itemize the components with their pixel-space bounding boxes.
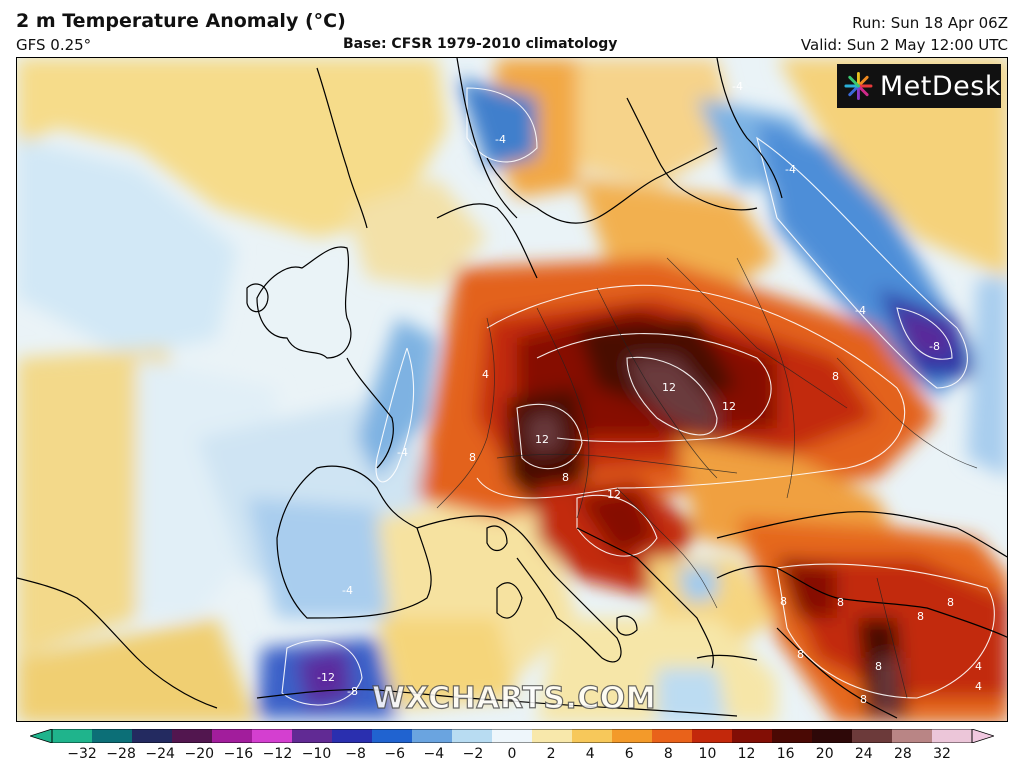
colorbar-segment xyxy=(52,729,93,743)
colorbar-segment xyxy=(492,729,533,743)
colorbar-tick-label: 0 xyxy=(507,746,517,762)
colorbar-segment xyxy=(452,729,493,743)
colorbar xyxy=(30,729,994,743)
map-canvas: -4 -4 -4 -4 -4 -4 -8 4 4 8 8 8 8 8 8 8 8… xyxy=(17,58,1007,721)
colorbar-tick-label: 20 xyxy=(815,746,834,762)
colorbar-segment xyxy=(212,729,253,743)
colorbar-tick-label: 32 xyxy=(933,746,951,762)
colorbar-tick-label: 10 xyxy=(698,746,717,762)
colorbar-tick-label: −20 xyxy=(184,746,215,762)
colorbar-max-arrow xyxy=(971,729,994,743)
colorbar-tick-label: −4 xyxy=(423,746,445,762)
colorbar-min-arrow xyxy=(30,729,53,743)
colorbar-tick-label: 28 xyxy=(893,746,912,762)
colorbar-segment xyxy=(732,729,773,743)
borders xyxy=(436,257,978,699)
colorbar-tick-label: −24 xyxy=(145,746,175,762)
colorbar-tick-label: −16 xyxy=(223,746,254,762)
contour-label: 12 xyxy=(607,488,621,501)
colorbar-tick-label: 8 xyxy=(663,746,673,762)
colorbar-segment xyxy=(172,729,213,743)
contour-lines xyxy=(281,87,995,706)
colorbar-tick-label: 16 xyxy=(776,746,795,762)
colorbar-tick-label: 4 xyxy=(585,746,595,762)
contour-label: 8 xyxy=(832,370,839,383)
colorbar-segment xyxy=(532,729,573,743)
contour-label: 8 xyxy=(875,660,882,673)
contour-label: 8 xyxy=(917,610,924,623)
colorbar-segment xyxy=(692,729,733,743)
colorbar-tick-label: −8 xyxy=(345,746,366,762)
chart-title: 2 m Temperature Anomaly (°C) xyxy=(16,10,346,32)
colorbar-tick-label: −6 xyxy=(384,746,406,762)
colorbar-segment xyxy=(812,729,853,743)
model-label: GFS 0.25° xyxy=(16,36,92,54)
colorbar-segment xyxy=(772,729,813,743)
colorbar-tick-label: 12 xyxy=(737,746,756,762)
colorbar-segment xyxy=(372,729,413,743)
contour-label: 8 xyxy=(780,595,787,608)
colorbar-segment xyxy=(652,729,693,743)
contour-label: 4 xyxy=(482,368,489,381)
colorbar-segments xyxy=(52,729,973,743)
contour-label: -4 xyxy=(732,80,743,93)
colorbar-outline xyxy=(51,729,973,743)
contour-label: -4 xyxy=(342,584,353,597)
contour-label: 4 xyxy=(975,660,982,673)
contour-label: 8 xyxy=(562,471,569,484)
contour-label: 8 xyxy=(469,451,476,464)
colorbar-segment xyxy=(852,729,893,743)
colorbar-segment xyxy=(612,729,653,743)
colorbar-segment xyxy=(932,729,973,743)
anomaly-map[interactable]: -4 -4 -4 -4 -4 -4 -8 4 4 8 8 8 8 8 8 8 8… xyxy=(16,57,1008,722)
contour-label: -4 xyxy=(495,133,506,146)
coastlines xyxy=(17,58,1007,719)
colorbar-tick-labels: −32 −28 −24 −20 −16 −12 −10 −8 −6 −4 −2 0 2 4 6 8 10 12 16… xyxy=(0,746,1024,766)
colorbar-segment xyxy=(252,729,293,743)
colorbar-segment xyxy=(132,729,173,743)
colorbar-segment xyxy=(292,729,333,743)
colorbar-segment xyxy=(892,729,933,743)
contour-label: 12 xyxy=(662,381,676,394)
colorbar-tick-label: 6 xyxy=(624,746,634,762)
colorbar-tick-label: 2 xyxy=(546,746,556,762)
base-climatology-label: Base: CFSR 1979-2010 climatology xyxy=(343,36,618,52)
contour-label: 8 xyxy=(837,596,844,609)
colorbar-segment xyxy=(572,729,613,743)
colorbar-segment xyxy=(412,729,453,743)
run-time-label: Run: Sun 18 Apr 06Z xyxy=(852,14,1008,32)
contour-label: 8 xyxy=(797,648,804,661)
contour-label: -12 xyxy=(317,671,335,684)
logo-text: MetDesk xyxy=(879,70,1001,102)
metdesk-starburst-icon xyxy=(844,72,873,100)
colorbar-tick-label: −28 xyxy=(106,746,136,762)
contour-label: 8 xyxy=(860,693,867,706)
contour-label: 12 xyxy=(535,433,549,446)
contour-label: -4 xyxy=(785,163,796,176)
contour-label-group: -4 -4 -4 -4 -4 -4 -8 4 4 8 8 8 8 8 8 8 8… xyxy=(317,80,982,706)
colorbar-tick-label: −10 xyxy=(301,746,332,762)
colorbar-tick-label: −2 xyxy=(462,746,484,762)
colorbar-tick-label: −32 xyxy=(67,746,97,762)
colorbar-segment xyxy=(332,729,373,743)
contour-label: 8 xyxy=(947,596,954,609)
colorbar-tick-label: −12 xyxy=(262,746,293,762)
watermark: WXCHARTS.COM xyxy=(371,680,657,716)
contour-label: 4 xyxy=(975,680,982,693)
contour-label: -4 xyxy=(855,304,866,317)
valid-time-label: Valid: Sun 2 May 12:00 UTC xyxy=(800,36,1008,54)
contour-label: -8 xyxy=(347,685,358,698)
contour-label: -8 xyxy=(929,340,940,353)
colorbar-tick-label: 24 xyxy=(854,746,873,762)
colorbar-segment xyxy=(92,729,133,743)
contour-label: -4 xyxy=(397,446,408,459)
metdesk-logo: MetDesk xyxy=(837,64,1001,108)
contour-label: 12 xyxy=(722,400,736,413)
